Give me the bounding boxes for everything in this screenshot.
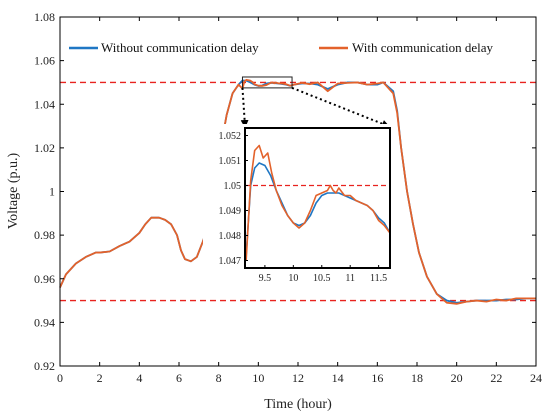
- series-line-with-delay: [59, 78, 536, 305]
- y-tick-label: 1.04: [34, 97, 55, 111]
- legend-label-with-delay: With communication delay: [352, 40, 493, 55]
- inset-y-tick-label: 1.049: [219, 206, 242, 217]
- inset-x-tick-label: 9.5: [259, 273, 272, 284]
- inset-frame: [244, 127, 391, 269]
- x-tick-label: 16: [371, 371, 383, 385]
- inset-y-tick-label: 1.047: [219, 256, 242, 267]
- x-tick-label: 8: [216, 371, 222, 385]
- x-tick-label: 10: [252, 371, 264, 385]
- x-tick-label: 2: [97, 371, 103, 385]
- x-tick-label: 6: [176, 371, 182, 385]
- main-axis-ticks: 0 2 4 6 8 10 12 14 16 18 20 22 240.920.940.960.9811.…: [34, 10, 542, 385]
- x-tick-label: 20: [451, 371, 463, 385]
- x-tick-label: 12: [292, 371, 304, 385]
- y-tick-label: 1: [49, 185, 55, 199]
- inset-y-tick-label: 1.048: [219, 231, 242, 242]
- y-tick-label: 1.06: [34, 54, 55, 68]
- inset-x-tick-label: 10: [288, 273, 298, 284]
- x-tick-label: 0: [57, 371, 63, 385]
- x-tick-label: 18: [411, 371, 423, 385]
- y-tick-label: 1.02: [34, 141, 55, 155]
- inset-x-tick-label: 11.5: [370, 273, 387, 284]
- legend-label-without-delay: Without communication delay: [101, 40, 259, 55]
- zoom-inset: 9.5 10 10.5 11 11.5 1.047 1.048 1.049 1.05 1.051 1…: [203, 124, 396, 288]
- y-tick-label: 0.98: [34, 228, 55, 242]
- inset-y-tick-label: 1.05: [224, 181, 242, 192]
- x-tick-label: 4: [136, 371, 142, 385]
- x-tick-label: 24: [530, 371, 542, 385]
- zoom-connector-right: [291, 86, 390, 128]
- y-tick-label: 0.94: [34, 315, 55, 329]
- inset-series-line-with-delay: [245, 144, 390, 261]
- legend: Without communication delay With communi…: [69, 40, 493, 55]
- y-tick-label: 1.08: [34, 10, 55, 24]
- inset-plot-area: [245, 128, 390, 268]
- x-tick-label: 22: [490, 371, 502, 385]
- y-tick-label: 0.96: [34, 272, 55, 286]
- x-axis-label: Time (hour): [264, 397, 332, 412]
- inset-x-tick-label: 11: [345, 273, 355, 284]
- zoom-region-box: [241, 76, 293, 89]
- inset-y-tick-label: 1.051: [219, 156, 242, 167]
- zoom-highlight: [240, 76, 390, 128]
- y-axis-label: Voltage (p.u.): [6, 152, 21, 229]
- main-series-lines: [59, 78, 536, 305]
- inset-y-tick-label: 1.052: [219, 131, 242, 142]
- x-tick-label: 14: [332, 371, 344, 385]
- zoom-connector-left: [240, 87, 249, 128]
- inset-x-tick-label: 10.5: [313, 273, 331, 284]
- y-tick-label: 0.92: [34, 359, 55, 373]
